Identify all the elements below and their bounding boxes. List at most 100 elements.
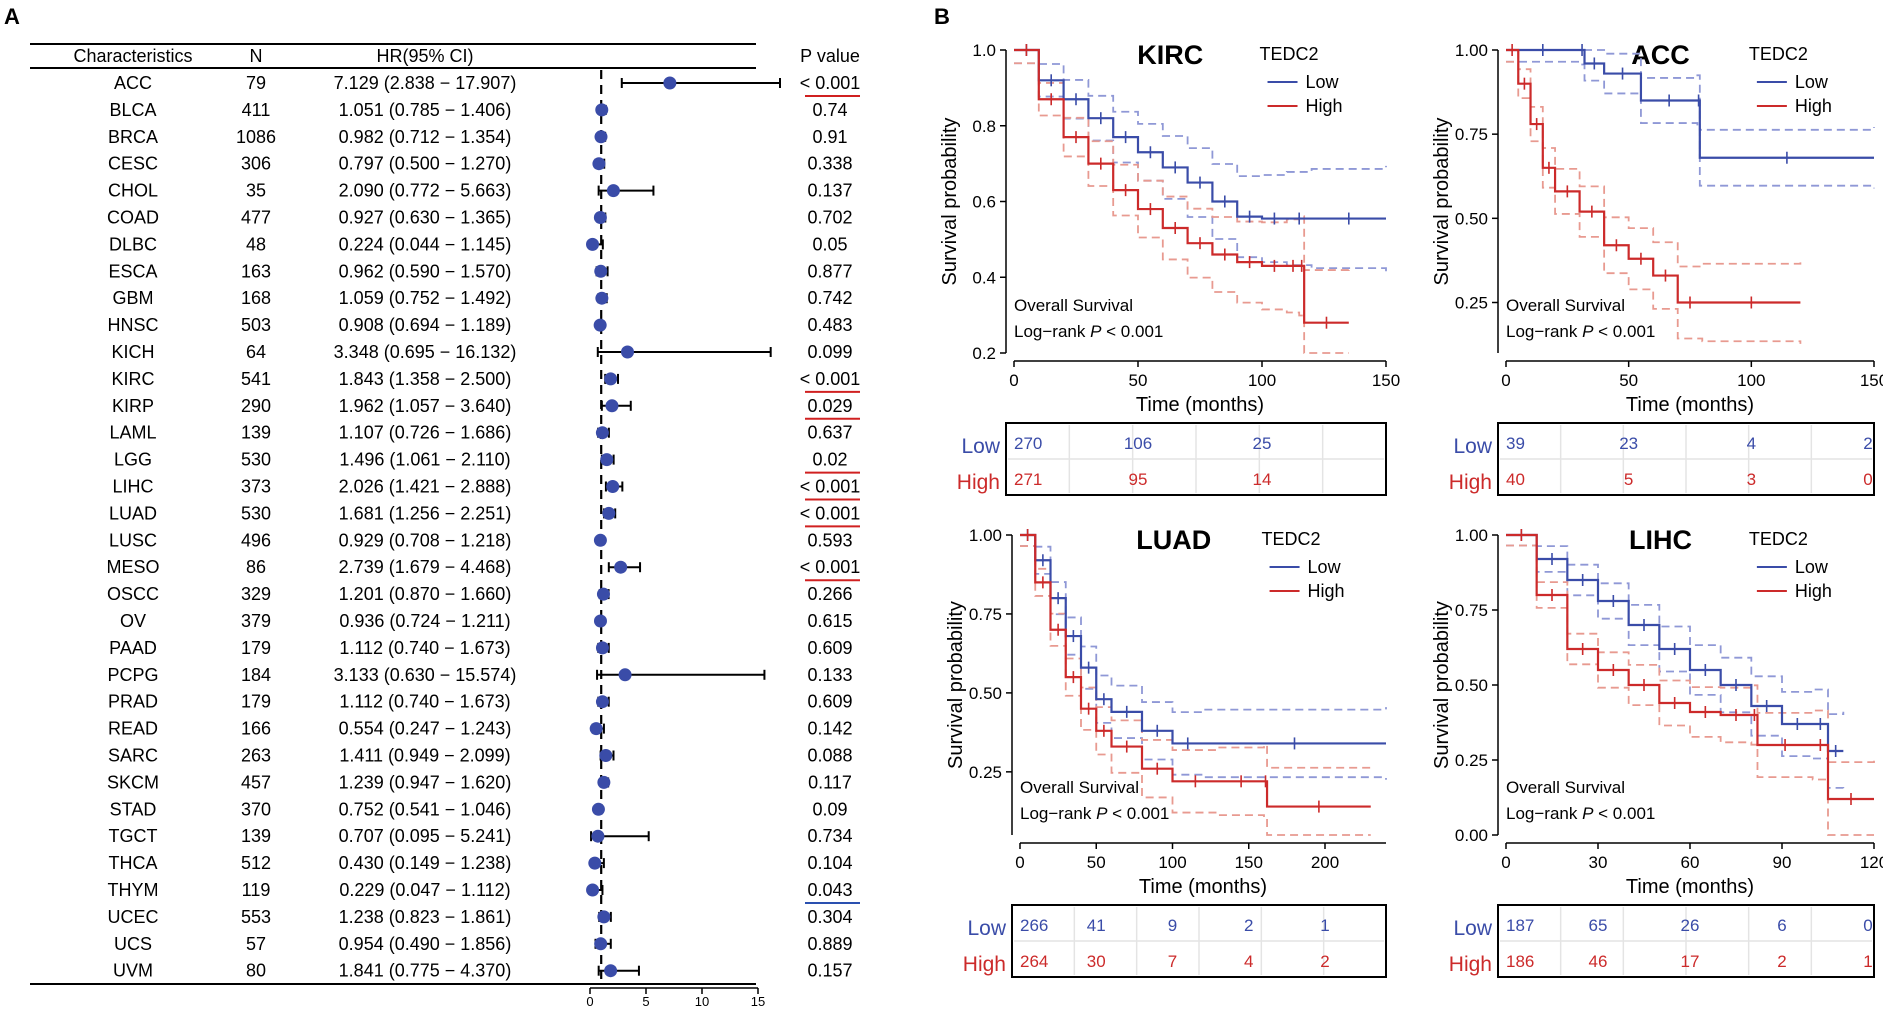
row-characteristic: BRCA (108, 127, 158, 147)
risk-count-low: 41 (1087, 916, 1106, 935)
row-p-value: 0.702 (807, 208, 852, 228)
forest-row: LUAD 530 1.681 (1.256 − 2.251) < 0.001 (109, 503, 861, 528)
row-n: 512 (241, 853, 271, 873)
risk-count-high: 30 (1087, 952, 1106, 971)
km-x-axis-label: Time (months) (1139, 876, 1267, 898)
row-hr-ci: 1.239 (0.947 − 1.620) (339, 772, 512, 792)
risk-count-high: 271 (1014, 470, 1042, 489)
km-curve-low (1014, 48, 1386, 220)
row-characteristic: HNSC (107, 315, 158, 335)
row-hr-ci: 1.112 (0.740 − 1.673) (339, 638, 510, 658)
row-n: 35 (246, 181, 266, 201)
row-p-value: < 0.001 (800, 477, 861, 497)
risk-count-low: 1 (1320, 916, 1329, 935)
hr-point (595, 291, 609, 305)
km-x-axis-label: Time (months) (1626, 394, 1754, 416)
km-y-axis-label: Survival probability (945, 601, 967, 769)
row-p-value: 0.157 (807, 961, 852, 981)
row-n: 179 (241, 638, 271, 658)
risk-row-label-high: High (1449, 953, 1492, 976)
risk-count-high: 40 (1506, 470, 1525, 489)
row-n: 477 (241, 208, 271, 228)
row-n: 48 (246, 234, 266, 254)
forest-row: THYM 119 0.229 (0.047 − 1.112) 0.043 (108, 880, 860, 904)
row-p-value: < 0.001 (800, 73, 861, 93)
hr-point (602, 506, 616, 520)
km-overall-survival-label: Overall Survival (1506, 296, 1625, 315)
row-hr-ci: 0.229 (0.047 − 1.112) (339, 880, 510, 900)
forest-row: BLCA 411 1.051 (0.785 − 1.406) 0.74 (109, 100, 847, 120)
row-p-value: 0.304 (807, 907, 852, 927)
row-hr-ci: 1.496 (1.061 − 2.110) (339, 450, 510, 470)
km-legend-title: TEDC2 (1262, 529, 1321, 549)
hr-point (599, 749, 613, 762)
row-p-value: 0.02 (812, 450, 847, 470)
row-hr-ci: 0.430 (0.149 − 1.238) (339, 853, 512, 873)
row-hr-ci: 1.059 (0.752 − 1.492) (339, 288, 512, 308)
row-hr-ci: 2.090 (0.772 − 5.663) (339, 181, 512, 201)
km-ci-lower-high (1014, 62, 1349, 354)
hr-point (588, 856, 602, 870)
row-hr-ci: 0.908 (0.694 − 1.189) (339, 315, 512, 335)
forest-row: MESO 86 2.739 (1.679 − 4.468) < 0.001 (106, 557, 860, 582)
km-x-tick-label: 50 (1619, 371, 1638, 390)
km-x-tick-label: 50 (1129, 371, 1148, 390)
row-characteristic: TGCT (109, 826, 158, 846)
row-p-value: < 0.001 (800, 503, 861, 523)
risk-count-high: 7 (1168, 952, 1177, 971)
km-y-tick-label: 1.00 (1455, 41, 1488, 60)
km-overall-survival-label: Overall Survival (1020, 778, 1139, 797)
hr-point (595, 695, 609, 709)
km-y-tick-label: 0.25 (969, 763, 1002, 782)
forest-row: ESCA 163 0.962 (0.590 − 1.570) 0.877 (108, 261, 852, 281)
row-p-value: 0.029 (807, 396, 852, 416)
km-legend-title: TEDC2 (1260, 44, 1319, 64)
row-characteristic: SKCM (107, 772, 159, 792)
risk-row-label-high: High (957, 471, 1000, 494)
risk-row-label-low: Low (961, 435, 1000, 458)
logrank-p: P (1096, 804, 1108, 823)
row-n: 329 (241, 584, 271, 604)
km-plot: 0.250.500.751.00050100150Survival probab… (1431, 40, 1883, 496)
row-p-value: 0.877 (807, 261, 852, 281)
row-n: 496 (241, 530, 271, 550)
row-p-value: 0.74 (812, 100, 847, 120)
km-y-tick-label: 0.8 (972, 117, 996, 136)
forest-row: PCPG 184 3.133 (0.630 − 15.574) 0.133 (107, 665, 852, 685)
km-x-tick-label: 100 (1248, 371, 1276, 390)
forest-axis-tick-label: 15 (751, 994, 765, 1009)
row-n: 370 (241, 799, 271, 819)
logrank-p: P (1582, 322, 1594, 341)
row-characteristic: ESCA (108, 261, 157, 281)
km-y-axis-label: Survival probability (939, 118, 961, 286)
row-characteristic: LGG (114, 450, 152, 470)
risk-row-label-low: Low (967, 917, 1006, 940)
forest-axis-tick-label: 5 (642, 994, 649, 1009)
risk-count-high: 5 (1624, 470, 1633, 489)
km-y-axis-label: Survival probability (1431, 601, 1453, 769)
hr-point (663, 76, 677, 90)
row-characteristic: LUAD (109, 503, 157, 523)
km-x-tick-label: 150 (1860, 371, 1883, 390)
km-y-tick-label: 0.00 (1455, 826, 1488, 845)
km-logrank-label: Log−rank P < 0.001 (1014, 322, 1163, 341)
row-characteristic: SARC (108, 746, 158, 766)
risk-count-low: 23 (1619, 434, 1638, 453)
row-p-value: 0.133 (807, 665, 852, 685)
hr-point (594, 264, 608, 278)
row-n: 184 (241, 665, 271, 685)
row-n: 80 (246, 961, 266, 981)
row-characteristic: THYM (108, 880, 159, 900)
forest-row: LAML 139 1.107 (0.726 − 1.686) 0.637 (109, 423, 852, 443)
km-y-tick-label: 1.00 (969, 526, 1002, 545)
km-y-tick-label: 0.75 (1455, 125, 1488, 144)
km-curve-low (1020, 533, 1386, 745)
hr-point (597, 910, 611, 924)
hr-point (586, 883, 600, 897)
km-y-tick-label: 1.00 (1455, 526, 1488, 545)
km-y-axis-label: Survival probability (1431, 118, 1453, 286)
row-p-value: 0.137 (807, 181, 852, 201)
row-hr-ci: 0.707 (0.095 − 5.241) (339, 826, 512, 846)
forest-row: KIRP 290 1.962 (1.057 − 3.640) 0.029 (112, 396, 860, 420)
